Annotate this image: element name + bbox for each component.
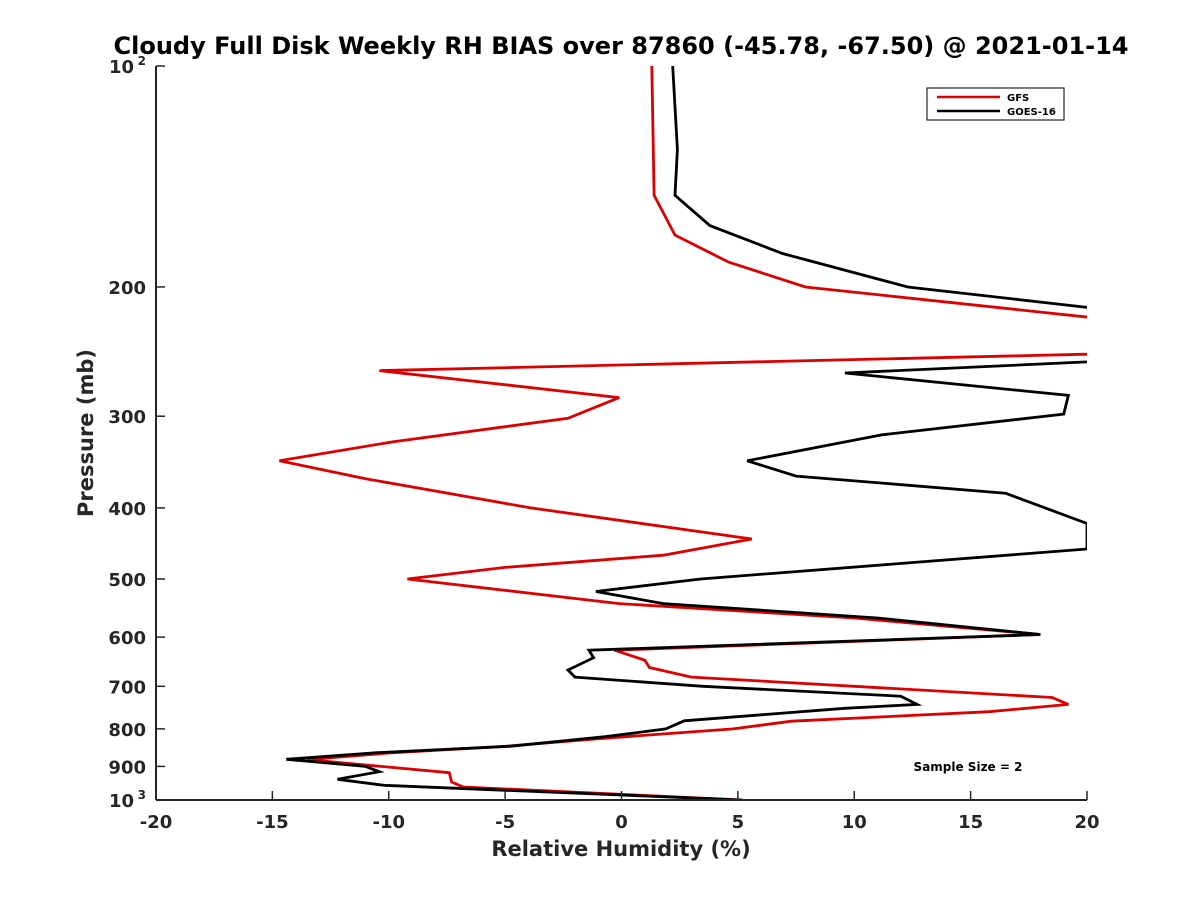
y-tick-exponent: 3: [138, 788, 146, 802]
legend-label: GOES-16: [1007, 107, 1056, 118]
y-tick-label: 800: [108, 720, 146, 741]
y-tick-label-text: 200: [108, 278, 146, 299]
x-tick-label: -15: [256, 812, 289, 833]
y-tick-label-text: 10: [109, 791, 134, 812]
x-tick-label: 10: [842, 812, 867, 833]
x-tick-label: 15: [958, 812, 983, 833]
x-tick-label: -20: [140, 812, 173, 833]
x-tick-label: -10: [372, 812, 405, 833]
x-tick-label: 5: [732, 812, 745, 833]
y-tick-label: 600: [108, 628, 146, 649]
legend-label: GFS: [1007, 93, 1029, 104]
x-axis-label: Relative Humidity (%): [491, 837, 750, 861]
y-tick-label-text: 500: [108, 570, 146, 591]
y-axis-label: Pressure (mb): [74, 349, 98, 517]
y-tick-label-text: 10: [109, 57, 134, 78]
legend: GFS GOES-16: [926, 87, 1065, 121]
y-tick-label-text: 400: [108, 499, 146, 520]
y-tick-label-text: 800: [108, 720, 146, 741]
ticks-layer: -20 -15 -10 -5 0 5 10 15 20 10 2 200 300 400 500 600 700…: [108, 54, 1099, 833]
legend-box: [926, 87, 1065, 121]
y-tick-label: 10: [109, 791, 134, 812]
y-tick-label-text: 600: [108, 628, 146, 649]
y-tick-label-text: 300: [108, 407, 146, 428]
x-tick-label: 20: [1074, 812, 1099, 833]
y-tick-label: 700: [108, 677, 146, 698]
y-tick-label: 400: [108, 499, 146, 520]
x-tick-label: 0: [615, 812, 628, 833]
y-tick-label: 900: [108, 757, 146, 778]
y-tick-exponent: 2: [138, 54, 146, 68]
y-tick-label: 500: [108, 570, 146, 591]
series-line-goes-16: [286, 66, 1087, 800]
chart-title: Cloudy Full Disk Weekly RH BIAS over 878…: [114, 32, 1129, 60]
y-tick-label: 10: [109, 57, 134, 78]
series-layer: [279, 66, 1087, 800]
x-tick-label: -5: [495, 812, 515, 833]
y-tick-label-text: 700: [108, 677, 146, 698]
y-tick-label: 300: [108, 407, 146, 428]
sample-size-annotation: Sample Size = 2: [914, 760, 1023, 774]
y-tick-label-text: 900: [108, 757, 146, 778]
y-tick-label: 200: [108, 278, 146, 299]
